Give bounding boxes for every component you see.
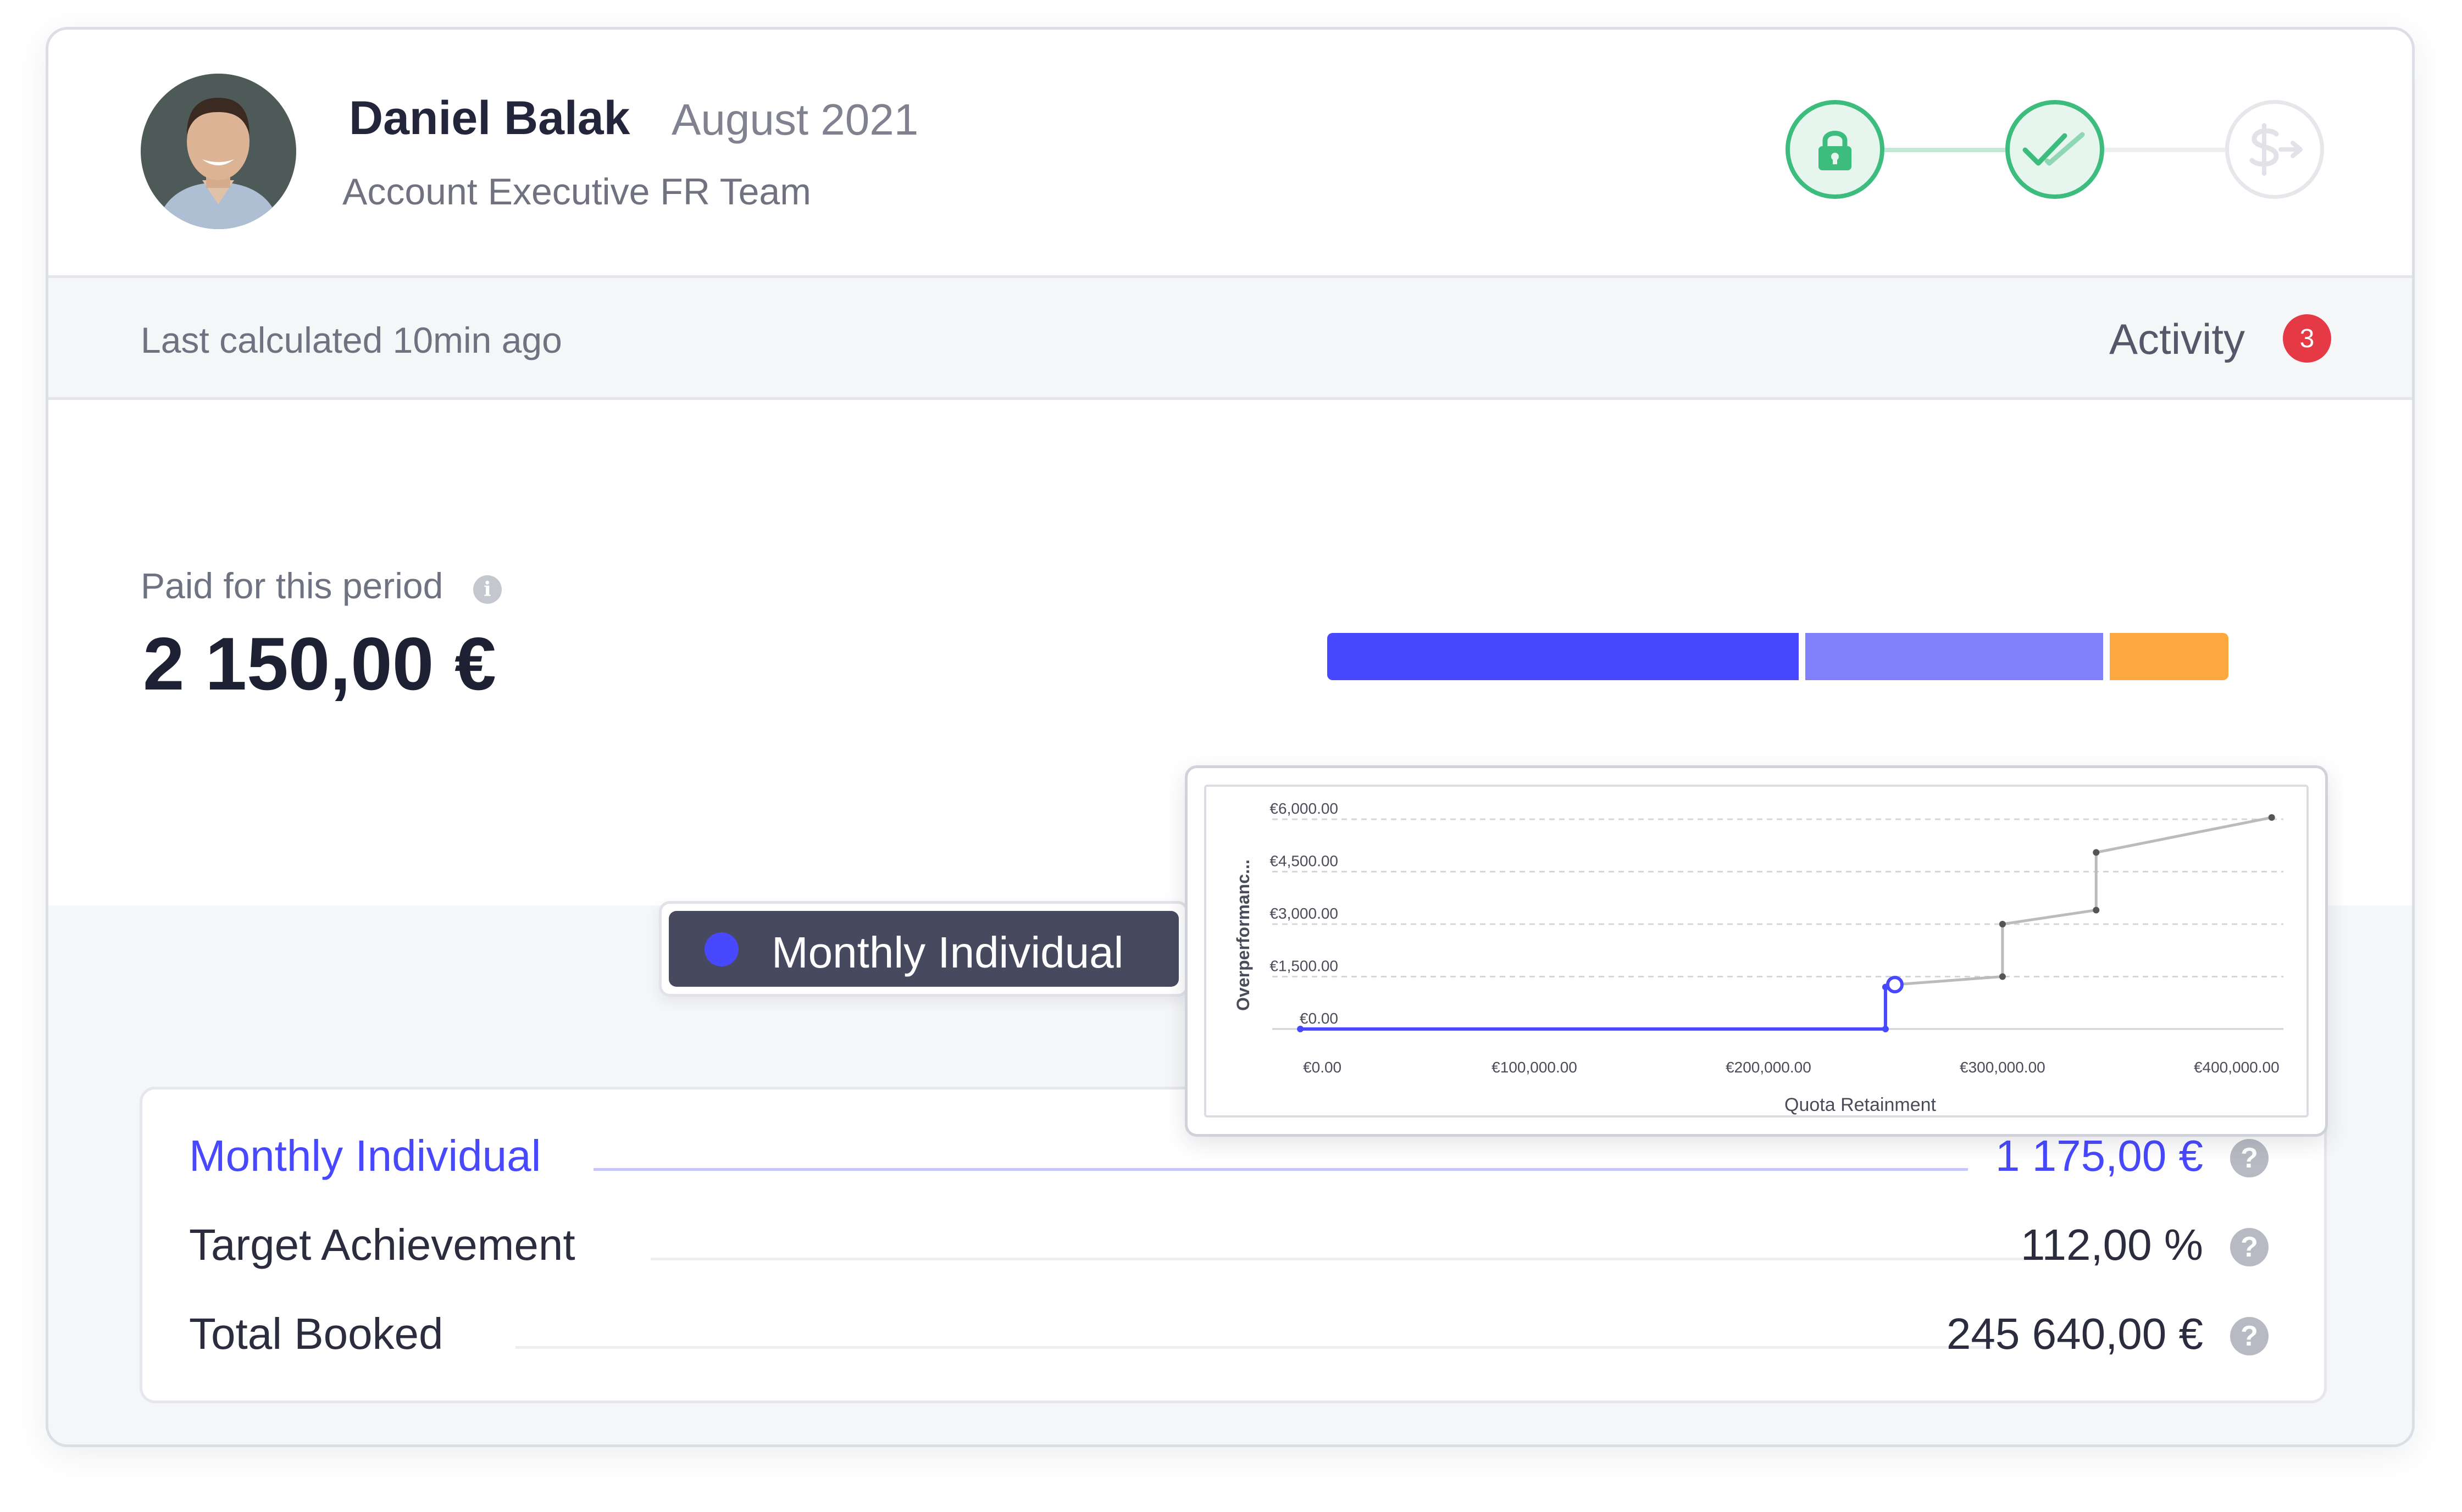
dollar-transfer-icon xyxy=(2249,123,2303,176)
help-icon[interactable]: ? xyxy=(2230,1317,2269,1355)
commission-card: Daniel Balak August 2021 Account Executi… xyxy=(46,27,2415,1447)
summary-row-label[interactable]: Monthly Individual xyxy=(189,1131,541,1180)
breakdown-segment[interactable] xyxy=(2110,633,2228,680)
payout-curve-popup: €0.00 €1,500.00 €3,000.00 €4,500.00 €6,000.0… xyxy=(1185,765,2328,1137)
series-label-chip: Monthly Individual xyxy=(669,911,1179,987)
summary-row-value: 245 640,00 € xyxy=(1946,1309,2203,1358)
activity-count-badge[interactable]: 3 xyxy=(2283,314,2331,363)
calculation-bar: Last calculated 10min ago Activity 3 xyxy=(48,278,2412,400)
chart-data-point xyxy=(1999,921,2006,927)
step-connector xyxy=(2104,148,2225,152)
card-header: Daniel Balak August 2021 Account Executi… xyxy=(48,30,2412,278)
summary-row-label: Target Achievement xyxy=(189,1220,575,1269)
period-label: August 2021 xyxy=(672,95,919,144)
row-leader-line xyxy=(594,1168,1968,1171)
chart-series-line xyxy=(1300,983,1895,1031)
row-leader-line xyxy=(651,1258,2038,1260)
last-calculated-text: Last calculated 10min ago xyxy=(141,320,562,360)
row-leader-line xyxy=(515,1346,1992,1349)
activity-button[interactable]: Activity xyxy=(2109,315,2245,363)
chart-data-point xyxy=(2268,814,2275,821)
summary-row-value: 112,00 % xyxy=(2020,1220,2203,1269)
chart-frame: €0.00 €1,500.00 €3,000.00 €4,500.00 €6,000.0… xyxy=(1204,785,2309,1118)
double-check-icon xyxy=(2022,132,2085,166)
chart-x-tick-label: €200,000.00 xyxy=(1726,1059,1811,1076)
chart-y-tick-label: €3,000.00 xyxy=(1269,905,1338,922)
paid-value: 2 150,00 € xyxy=(143,622,496,705)
chart-data-point xyxy=(1882,1025,1889,1032)
lock-icon xyxy=(1818,131,1851,170)
chart-series-line xyxy=(1894,816,2272,986)
payout-curve-chart: €0.00 €1,500.00 €3,000.00 €4,500.00 €6,000.0… xyxy=(1233,800,2283,1115)
chart-y-tick-label: €4,500.00 xyxy=(1269,853,1338,870)
paid-label: Paid for this period xyxy=(141,565,443,606)
status-step-payout[interactable] xyxy=(2225,100,2324,199)
chart-x-tick-label: €400,000.00 xyxy=(2194,1059,2280,1076)
breakdown-segment-monthly-individual[interactable] xyxy=(1327,633,1799,680)
chart-data-point xyxy=(1297,1025,1304,1032)
avatar-image xyxy=(141,74,296,229)
summary-row-label: Total Booked xyxy=(189,1309,443,1358)
status-step-locked[interactable] xyxy=(1785,100,1884,199)
chart-data-point xyxy=(2093,849,2100,856)
avatar[interactable] xyxy=(141,74,296,229)
chart-y-axis-label: Overperformanc... xyxy=(1233,859,1253,1011)
series-color-dot xyxy=(705,932,739,966)
chart-data-point xyxy=(2093,907,2100,914)
chart-x-axis-label: Quota Retainment xyxy=(1784,1094,1936,1115)
chart-data-point xyxy=(1999,973,2006,980)
info-icon[interactable]: i xyxy=(473,575,502,604)
status-step-approved[interactable] xyxy=(2005,100,2104,199)
chart-highlight-marker xyxy=(1886,976,1904,994)
chart-y-tick-label: €0.00 xyxy=(1300,1010,1338,1027)
chart-y-tick-label: €1,500.00 xyxy=(1269,957,1338,974)
summary-table: Monthly Individual 1 175,00 € ? Target A… xyxy=(140,1087,2327,1403)
chart-x-tick-label: €0.00 xyxy=(1303,1059,1341,1076)
breakdown-segment[interactable] xyxy=(1805,633,2103,680)
user-name: Daniel Balak xyxy=(349,92,630,144)
chart-x-tick-label: €300,000.00 xyxy=(1960,1059,2045,1076)
series-tooltip: Monthly Individual xyxy=(659,901,1189,997)
help-icon[interactable]: ? xyxy=(2230,1228,2269,1266)
help-icon[interactable]: ? xyxy=(2230,1139,2269,1177)
summary-row-value: 1 175,00 € xyxy=(1995,1131,2203,1180)
step-connector xyxy=(1884,148,2005,152)
team-label: Account Executive FR Team xyxy=(342,171,811,213)
chart-x-tick-label: €100,000.00 xyxy=(1491,1059,1577,1076)
chart-y-tick-label: €6,000.00 xyxy=(1269,800,1338,817)
series-label: Monthly Individual xyxy=(772,928,1124,977)
